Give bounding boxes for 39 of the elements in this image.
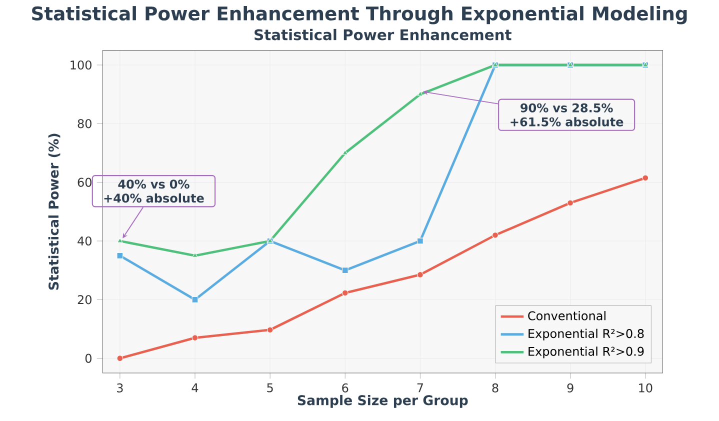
point [416, 272, 424, 278]
point [417, 91, 424, 96]
point [342, 290, 348, 296]
annotation: 40% vs 0% +40% absolute [104, 180, 204, 203]
x-tick-label: 7 [417, 383, 423, 392]
point [492, 232, 498, 238]
x-tick-label: 5 [267, 383, 273, 392]
point [342, 267, 348, 274]
point [192, 252, 198, 258]
point [567, 200, 574, 206]
y-axis-title: Statistical Power (%) [48, 134, 60, 290]
x-axis-title: Sample Size per Group [298, 394, 468, 408]
x-tick-label: 9 [567, 383, 574, 392]
x-tick-label: 6 [342, 383, 348, 392]
point [342, 150, 348, 155]
point [117, 238, 123, 243]
annotation: 90% vs 28.5% +61.5% absolute [510, 103, 624, 126]
point [192, 334, 198, 341]
chart-subtitle: Statistical Power Enhancement [254, 28, 512, 40]
x-tick-label: 8 [492, 383, 498, 392]
point [116, 355, 124, 362]
point [116, 252, 124, 259]
x-tick-label: 4 [192, 383, 198, 392]
y-tick-label: 80 [78, 119, 92, 128]
y-tick-label: 60 [78, 178, 92, 187]
chart-title: Statistical Power Enhancement Through Exponential Modeling [32, 6, 687, 24]
x-tick-label: 10 [639, 383, 652, 392]
point [416, 238, 424, 244]
x-tick-label: 3 [117, 383, 123, 392]
point [192, 296, 198, 303]
y-tick-label: 0 [85, 354, 92, 363]
point [266, 326, 274, 334]
legend-label: Exponential R²>0.9 [528, 346, 644, 358]
y-tick-label: 100 [70, 60, 92, 70]
y-tick-label: 20 [78, 295, 92, 304]
point [642, 174, 649, 182]
y-tick-label: 40 [78, 236, 92, 246]
legend-label: Exponential R²>0.8 [528, 328, 644, 340]
legend-label: Conventional [528, 311, 606, 320]
